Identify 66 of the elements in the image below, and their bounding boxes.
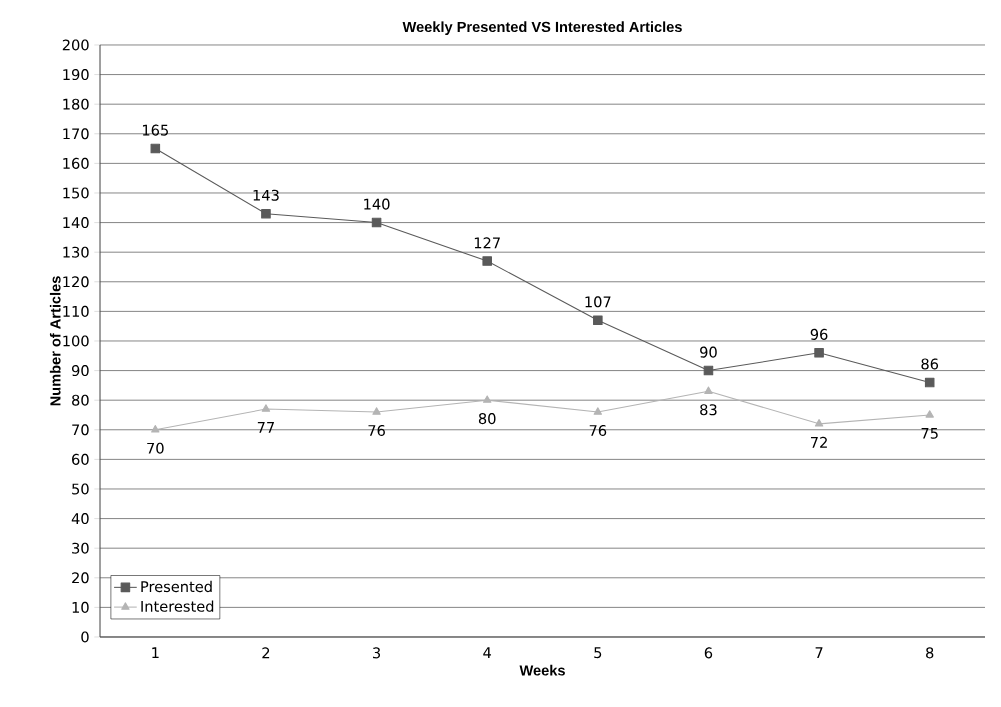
point [261, 208, 271, 219]
data-label: 143 [253, 189, 279, 201]
data-label: 127 [474, 237, 500, 249]
data-label: 140 [364, 198, 390, 210]
x-axis-title: Weeks [519, 664, 565, 676]
y-tick-label: 100 [63, 335, 89, 347]
y-tick-label: 190 [63, 69, 89, 81]
point [814, 348, 824, 358]
y-tick-label: 60 [72, 453, 89, 465]
x-tick-label: 8 [926, 647, 934, 659]
point [261, 404, 271, 412]
point [925, 410, 934, 418]
legend-label: Presented [141, 580, 212, 593]
data-label: 80 [478, 413, 496, 425]
data-label: 70 [147, 442, 164, 454]
chart-title: Weekly Presented VS Interested Articles [402, 21, 682, 35]
point [593, 407, 603, 415]
data-label: 96 [810, 328, 828, 340]
y-tick-label: 50 [72, 483, 89, 495]
point [814, 419, 824, 427]
data-label: 107 [585, 296, 611, 308]
data-label: 76 [589, 424, 607, 436]
y-axis-title: Number of Articles [49, 276, 61, 406]
y-tick-label: 160 [63, 157, 89, 169]
point [704, 386, 713, 394]
point [482, 256, 492, 266]
y-tick-label: 0 [81, 631, 89, 643]
legend-label: Interested [141, 600, 214, 612]
x-tick-label: 2 [262, 647, 270, 659]
x-tick-label: 5 [594, 647, 602, 659]
x-tick-label: 4 [483, 647, 492, 658]
point [371, 217, 382, 228]
data-label: 83 [700, 404, 717, 416]
y-tick-label: 130 [63, 246, 89, 258]
point [703, 365, 714, 376]
data-label: 90 [700, 346, 717, 358]
y-tick-label: 140 [63, 217, 89, 229]
x-tick-label: 6 [704, 647, 713, 659]
y-tick-label: 70 [72, 424, 89, 436]
data-label: 86 [921, 358, 939, 370]
point [372, 407, 381, 415]
data-label: 75 [921, 427, 938, 439]
y-tick-label: 30 [72, 542, 89, 554]
x-tick-label: 7 [815, 647, 823, 658]
data-label: 72 [810, 436, 827, 448]
y-tick-label: 170 [63, 128, 89, 140]
point [593, 315, 603, 326]
y-tick-label: 90 [71, 365, 89, 377]
x-tick-label: 1 [152, 647, 159, 658]
y-tick-label: 200 [62, 39, 89, 51]
y-tick-label: 120 [63, 276, 89, 288]
y-tick-label: 40 [71, 513, 89, 525]
x-tick-label: 3 [373, 647, 381, 659]
y-tick-label: 80 [72, 394, 89, 406]
y-tick-label: 180 [63, 98, 89, 110]
y-tick-label: 20 [72, 572, 89, 584]
data-label: 76 [368, 424, 385, 436]
data-label: 77 [257, 422, 274, 433]
y-tick-label: 110 [63, 305, 89, 317]
point [150, 143, 161, 154]
y-tick-label: 10 [72, 601, 89, 613]
point [924, 377, 935, 388]
point [482, 395, 492, 403]
point [151, 425, 160, 433]
data-label: 165 [142, 124, 168, 136]
y-tick-label: 150 [63, 187, 89, 199]
